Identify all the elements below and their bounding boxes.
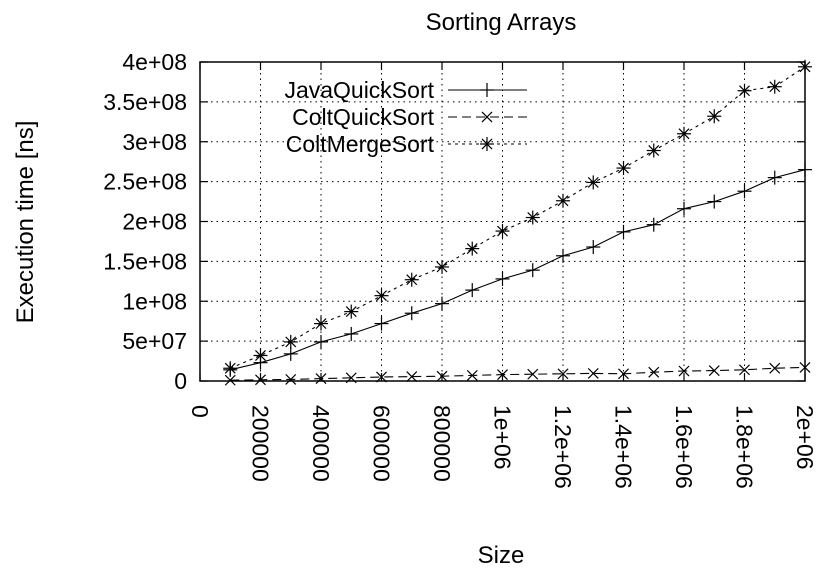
data-point-coltquicksort — [769, 362, 781, 374]
x-axis-label: Size — [478, 542, 525, 569]
data-point-coltmergesort — [314, 316, 328, 331]
y-tick-label: 2.5e+08 — [103, 169, 187, 195]
data-point-coltquicksort — [224, 374, 236, 386]
plot-frame — [199, 61, 806, 382]
y-tick-label: 0 — [174, 368, 187, 394]
legend-label-coltquicksort: ColtQuickSort — [292, 104, 434, 130]
data-point-javaquicksort — [707, 194, 722, 209]
x-tick-label: 1.2e+06 — [550, 405, 576, 489]
chart-title: Sorting Arrays — [426, 9, 577, 36]
y-tick-label: 3e+08 — [122, 129, 187, 155]
legend-marker-javaquicksort — [480, 83, 494, 97]
series-javaquicksort — [223, 162, 812, 377]
x-tick-label: 0 — [187, 405, 213, 418]
data-point-coltmergesort — [404, 272, 419, 287]
x-tick-label: 800000 — [429, 405, 455, 482]
data-point-coltmergesort — [283, 334, 298, 349]
data-point-javaquicksort — [374, 316, 389, 331]
data-point-coltmergesort — [586, 175, 601, 190]
data-point-coltquicksort — [285, 373, 297, 385]
legend-marker-coltquicksort — [481, 111, 493, 123]
data-point-coltmergesort — [495, 224, 510, 239]
y-tick-label: 3.5e+08 — [103, 89, 187, 115]
series-line-coltquicksort — [230, 366, 806, 381]
data-point-coltquicksort — [466, 369, 478, 381]
series-line-coltmergesort — [230, 66, 806, 369]
data-point-javaquicksort — [677, 201, 691, 216]
data-point-coltmergesort — [737, 83, 752, 98]
data-point-javaquicksort — [737, 184, 752, 199]
legend-label-javaquicksort: JavaQuickSort — [284, 77, 434, 103]
data-point-javaquicksort — [404, 306, 419, 321]
ticks: 0 5e+07 1e+08 1.5e+08 2e+08 2.5e+08 3e+08 3.5e+… — [103, 49, 818, 489]
data-point-coltmergesort — [223, 361, 238, 376]
data-point-javaquicksort — [314, 334, 328, 349]
data-point-coltmergesort — [253, 348, 268, 363]
data-point-javaquicksort — [646, 217, 661, 232]
data-point-coltquicksort — [678, 365, 690, 377]
data-point-coltquicksort — [406, 371, 418, 383]
data-point-javaquicksort — [495, 271, 510, 286]
x-tick-label: 1e+06 — [490, 405, 516, 470]
data-point-javaquicksort — [465, 283, 480, 298]
data-point-coltmergesort — [767, 79, 782, 94]
x-tick-label: 1.8e+06 — [732, 405, 758, 489]
data-point-coltquicksort — [587, 367, 599, 379]
y-tick-label: 1e+08 — [122, 288, 187, 314]
data-point-coltmergesort — [435, 259, 449, 274]
data-point-coltmergesort — [556, 193, 570, 208]
data-point-coltmergesort — [344, 304, 359, 319]
y-tick-label: 1.5e+08 — [103, 248, 187, 274]
data-point-javaquicksort — [556, 248, 570, 263]
data-point-coltquicksort — [648, 366, 660, 378]
data-point-coltquicksort — [739, 364, 750, 376]
data-point-javaquicksort — [283, 346, 298, 361]
series-coltquicksort — [224, 361, 811, 386]
data-point-coltmergesort — [374, 288, 389, 303]
data-point-javaquicksort — [525, 263, 540, 278]
x-tick-label: 200000 — [248, 405, 274, 482]
grid — [200, 62, 805, 381]
data-point-coltquicksort — [708, 365, 720, 377]
x-tick-label: 600000 — [369, 405, 395, 482]
data-point-coltquicksort — [527, 368, 539, 380]
y-tick-label: 5e+07 — [122, 328, 187, 354]
y-axis-label: Execution time [ns] — [12, 121, 39, 324]
legend-label-coltmergesort: ColtMergeSort — [286, 131, 435, 157]
x-tick-label: 400000 — [308, 405, 334, 482]
data-point-coltmergesort — [707, 109, 722, 124]
data-point-coltmergesort — [616, 161, 631, 176]
y-tick-label: 2e+08 — [122, 209, 187, 235]
data-point-coltmergesort — [646, 143, 661, 158]
series-coltmergesort — [223, 59, 812, 376]
y-tick-label: 4e+08 — [122, 49, 187, 75]
series-line-javaquicksort — [230, 169, 806, 371]
data-point-coltmergesort — [677, 126, 691, 141]
data-point-javaquicksort — [616, 224, 631, 239]
x-tick-label: 1.4e+06 — [611, 405, 637, 489]
data-point-javaquicksort — [435, 296, 449, 311]
series-layer — [223, 59, 812, 386]
data-point-coltmergesort — [525, 210, 540, 225]
data-point-javaquicksort — [767, 170, 782, 185]
data-point-coltmergesort — [465, 241, 480, 256]
data-point-javaquicksort — [586, 240, 601, 255]
x-tick-label: 1.6e+06 — [671, 405, 697, 489]
data-point-javaquicksort — [344, 326, 359, 341]
x-tick-label: 2e+06 — [792, 405, 818, 470]
legend-marker-coltmergesort — [480, 137, 494, 151]
